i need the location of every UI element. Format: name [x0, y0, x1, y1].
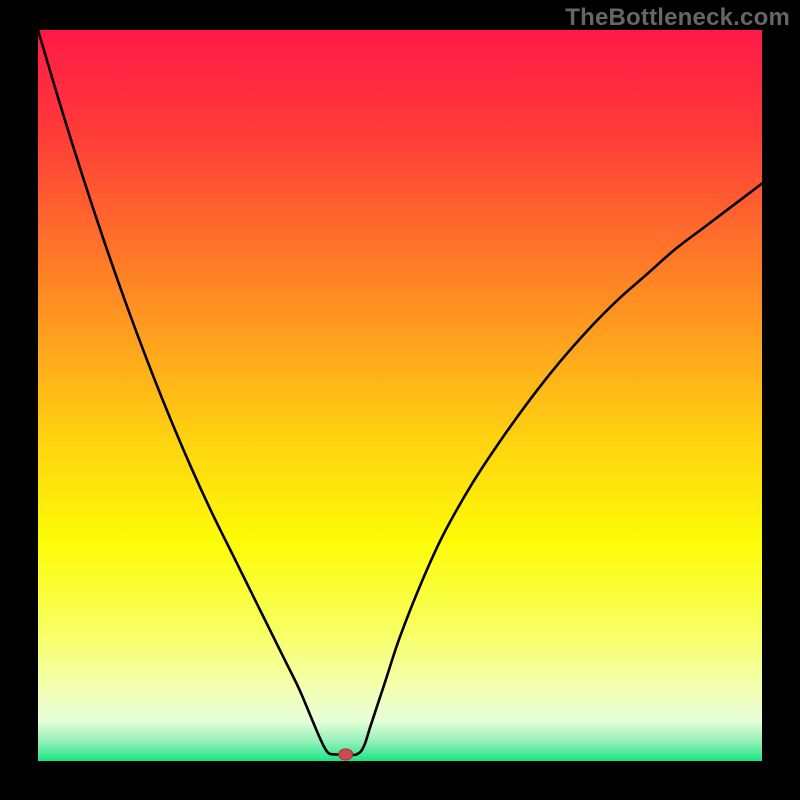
watermark-text: TheBottleneck.com: [565, 4, 790, 32]
chart-svg: [0, 0, 800, 800]
optimal-point-marker: [339, 749, 353, 760]
chart-canvas: TheBottleneck.com: [0, 0, 800, 800]
plot-background: [38, 30, 762, 761]
